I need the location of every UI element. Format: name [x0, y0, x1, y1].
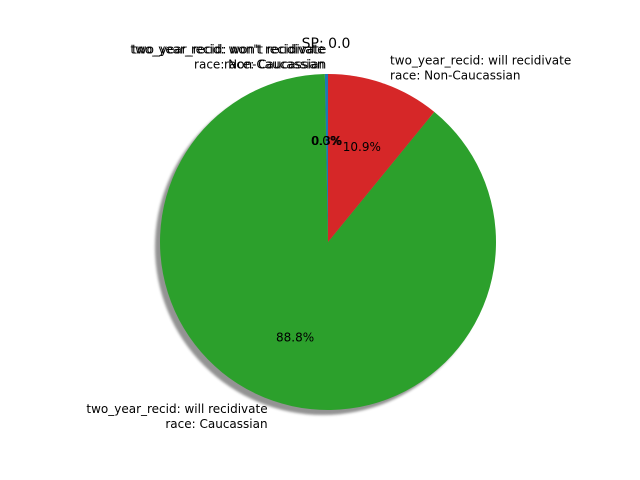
pie-slice-1 [324, 74, 328, 242]
slice-pct-1: 0.3% [312, 134, 343, 148]
chart-title: SP: 0.0 [302, 36, 351, 52]
slice-pct-2: 0.0% [311, 134, 342, 148]
pie-labels: two_year_recid: won't recidivate race: Ca… [86, 43, 571, 431]
slice-label-4: two_year_recid: will recidivate race: Non… [390, 53, 571, 82]
slice-label-2: two_year_recid: won't recidivate race: No… [130, 43, 324, 72]
pie-slice-3 [160, 74, 496, 410]
pie-slices [160, 74, 496, 410]
slice-label-1: two_year_recid: won't recidivate race: Ca… [132, 43, 326, 72]
slice-pct-4: 10.9% [343, 140, 381, 154]
slice-label-3: two_year_recid: will recidivate race: Cau… [86, 402, 267, 431]
pie-slice-4 [328, 74, 435, 242]
slice-pct-3: 88.8% [276, 330, 314, 344]
